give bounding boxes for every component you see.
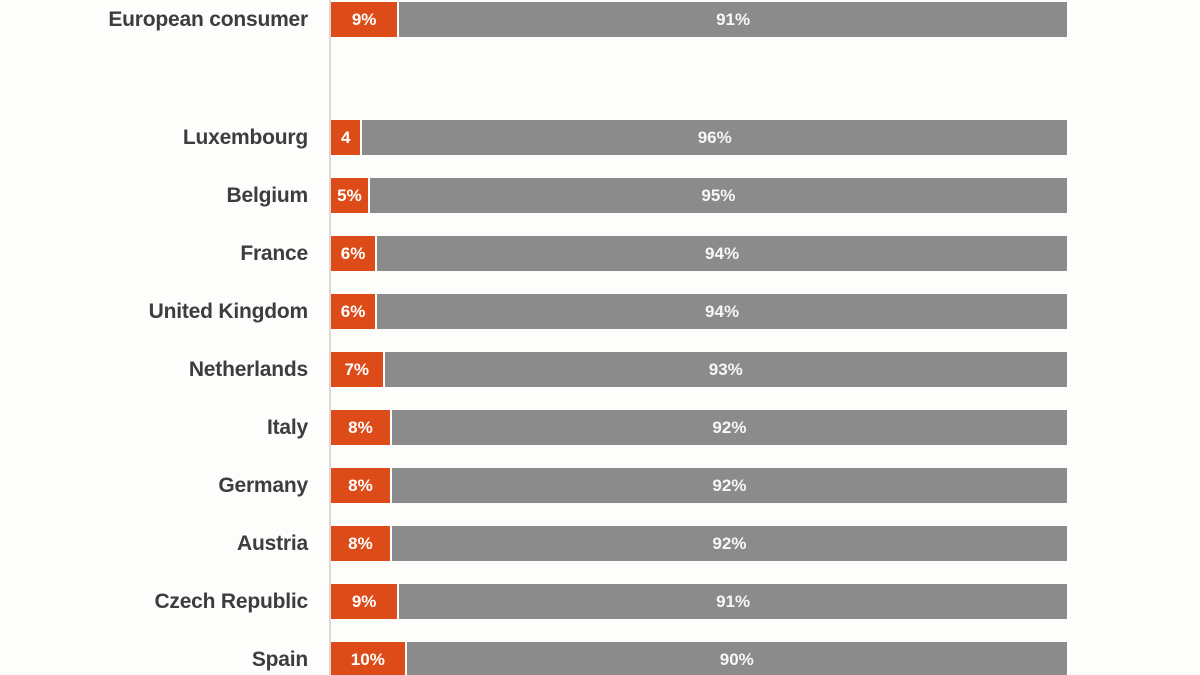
category-label: Luxembourg	[182, 126, 308, 149]
orange-segment: 6%	[331, 294, 376, 329]
orange-segment: 8%	[331, 526, 390, 561]
orange-segment: 6%	[331, 236, 376, 271]
orange-segment: 10%	[331, 642, 405, 675]
chart-row: France 6% 94%	[0, 236, 1200, 271]
orange-segment: 7%	[331, 352, 383, 387]
category-label: Belgium	[226, 184, 309, 207]
gray-segment: 90%	[406, 642, 1067, 675]
orange-segment: 4	[331, 120, 361, 155]
gray-segment: 92%	[391, 526, 1067, 561]
gray-segment: 95%	[369, 178, 1067, 213]
axis-baseline	[329, 0, 331, 675]
chart-row: Germany 8% 92%	[0, 468, 1200, 503]
chart-row: Italy 8% 92%	[0, 410, 1200, 445]
gray-segment: 94%	[377, 294, 1067, 329]
orange-segment: 5%	[331, 178, 368, 213]
category-label: France	[240, 242, 308, 265]
gray-segment: 92%	[391, 468, 1067, 503]
category-label: European consumer	[108, 8, 308, 31]
chart-row: Spain 10% 90%	[0, 642, 1200, 675]
chart-row: Luxembourg 4 96%	[0, 120, 1200, 155]
category-label: Germany	[218, 474, 308, 497]
chart-row: Belgium 5% 95%	[0, 178, 1200, 213]
gray-segment: 92%	[391, 410, 1067, 445]
chart-row: Netherlands 7% 93%	[0, 352, 1200, 387]
gray-segment: 94%	[377, 236, 1067, 271]
category-label: Italy	[266, 416, 308, 439]
gray-segment: 91%	[399, 2, 1067, 37]
orange-segment: 8%	[331, 410, 390, 445]
gray-segment: 91%	[399, 584, 1067, 619]
category-label: Spain	[251, 648, 308, 671]
orange-segment: 8%	[331, 468, 390, 503]
category-label: United Kingdom	[148, 300, 309, 323]
category-label: Austria	[237, 532, 308, 555]
chart-row: European consumer 9% 91%	[0, 2, 1200, 37]
chart-row: Czech Republic 9% 91%	[0, 584, 1200, 619]
chart-row: United Kingdom 6% 94%	[0, 294, 1200, 329]
category-label: Czech Republic	[154, 590, 308, 613]
gray-segment: 96%	[362, 120, 1067, 155]
orange-segment: 9%	[331, 584, 398, 619]
gray-segment: 93%	[384, 352, 1067, 387]
category-label: Netherlands	[188, 358, 308, 381]
orange-segment: 9%	[331, 2, 398, 37]
chart-row: Austria 8% 92%	[0, 526, 1200, 561]
